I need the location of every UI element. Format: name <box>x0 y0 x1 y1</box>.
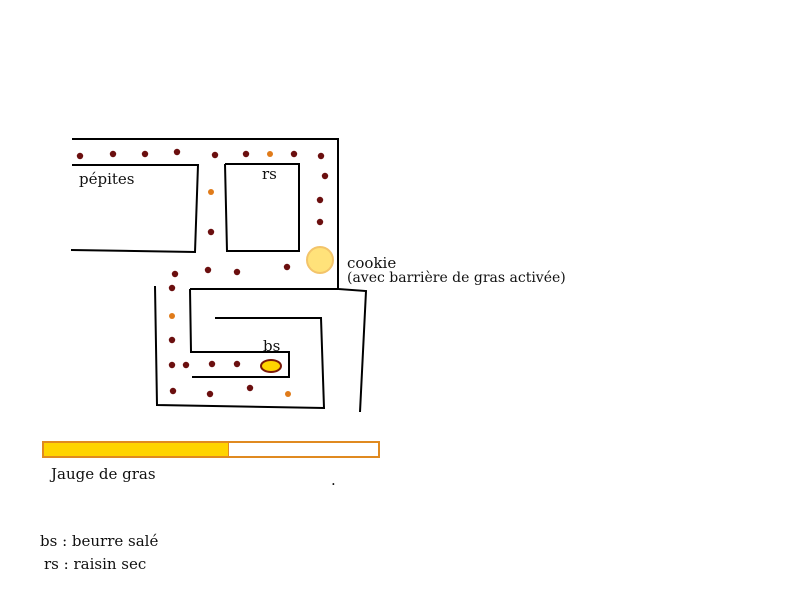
legend-bs: bs : beurre salé <box>40 532 159 550</box>
raisin-dot <box>285 391 291 397</box>
pepite-dot <box>204 266 212 274</box>
maze-wall <box>189 288 290 378</box>
pepite-dot <box>169 387 177 395</box>
pepite-dot <box>207 228 215 236</box>
beurre-sale-item <box>260 359 282 373</box>
stray-dot: . <box>331 471 336 489</box>
raisin-dot <box>169 313 175 319</box>
label-cookie: cookie <box>347 254 397 272</box>
pepite-dot <box>317 152 325 160</box>
gauge-label: Jauge de gras <box>51 465 156 483</box>
pepite-dot <box>233 268 241 276</box>
legend-rs: rs : raisin sec <box>44 555 147 573</box>
pepite-dot <box>290 150 298 158</box>
pepite-dot <box>283 263 291 271</box>
pepite-dot <box>321 172 329 180</box>
maze-wall <box>154 285 326 410</box>
raisin-dot <box>267 151 273 157</box>
cookie-player <box>306 246 334 274</box>
pepite-dot <box>182 361 190 369</box>
maze-wall <box>70 164 200 254</box>
pepite-dot <box>233 360 241 368</box>
pepite-dot <box>208 360 216 368</box>
maze-wall <box>224 163 300 252</box>
pepite-dot <box>109 150 117 158</box>
pepite-dot <box>168 361 176 369</box>
pepite-dot <box>168 284 176 292</box>
pepite-dot <box>141 150 149 158</box>
fat-gauge-divider <box>228 443 229 456</box>
pepite-dot <box>168 336 176 344</box>
fat-gauge <box>42 441 380 458</box>
label-cookie-note: (avec barrière de gras activée) <box>347 270 566 286</box>
collectible-dots <box>76 148 329 398</box>
pepite-dot <box>242 150 250 158</box>
pepite-dot <box>211 151 219 159</box>
pepite-dot <box>206 390 214 398</box>
pepite-dot <box>173 148 181 156</box>
raisin-dot <box>208 189 214 195</box>
pepite-dot <box>316 218 324 226</box>
maze-walls <box>70 138 368 413</box>
pepite-dot <box>316 196 324 204</box>
label-rs: rs <box>262 165 277 183</box>
label-bs: bs <box>263 337 281 355</box>
pepite-dot <box>171 270 179 278</box>
pepite-dot <box>246 384 254 392</box>
pepite-dot <box>76 152 84 160</box>
label-pepites: pépites <box>79 170 135 188</box>
fat-gauge-fill <box>44 443 228 456</box>
